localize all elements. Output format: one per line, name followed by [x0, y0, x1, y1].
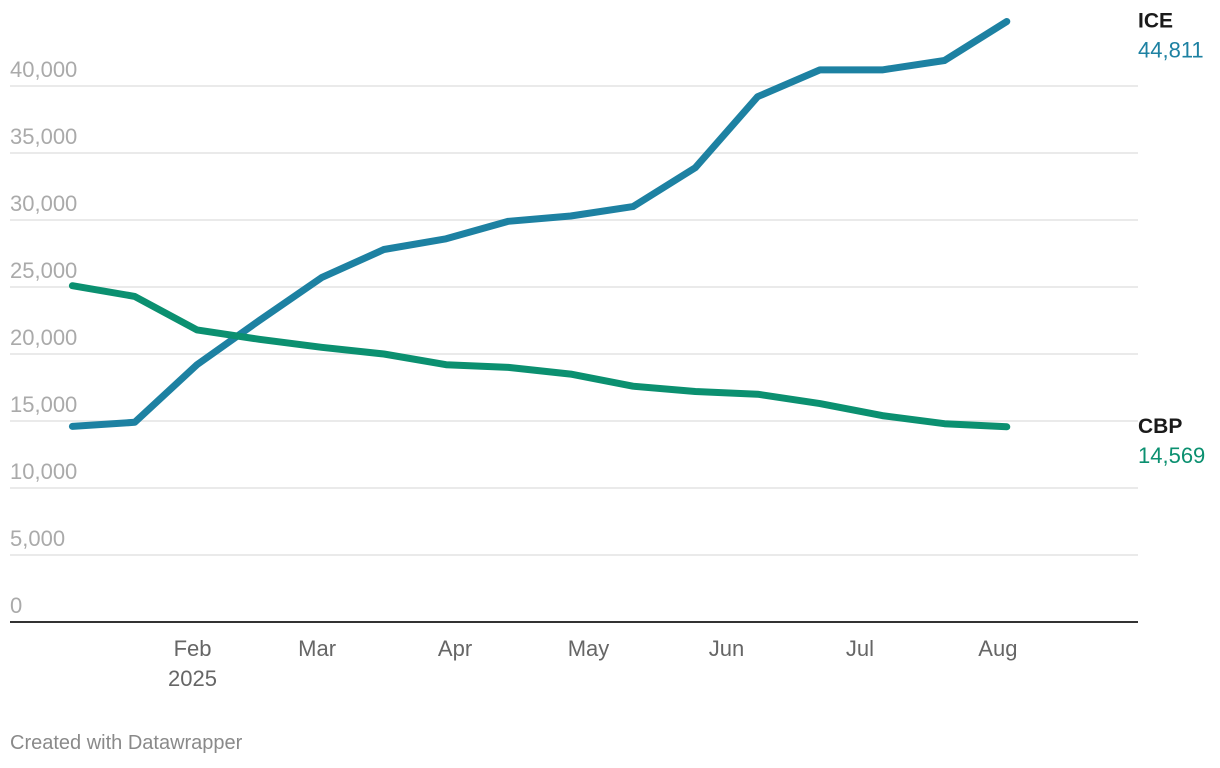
y-axis-ticks: 0 5,000 10,000 15,000 20,000 25,000 30,000 35,0…	[10, 57, 77, 618]
series-end-value-ice: 44,811	[1138, 38, 1204, 63]
x-tick-label: Mar	[298, 636, 336, 661]
series-lines	[68, 18, 1011, 431]
y-tick-label: 5,000	[10, 526, 65, 551]
x-tick-label: Apr	[438, 636, 472, 661]
y-tick-label: 25,000	[10, 258, 77, 283]
line-chart: 0 5,000 10,000 15,000 20,000 25,000 30,000 35,0…	[10, 10, 1205, 691]
series-line-ice	[68, 18, 1011, 430]
series-end-labels: ICE 44,811 CBP 14,569	[1138, 10, 1205, 468]
gridlines	[10, 85, 1138, 556]
y-tick-label: 35,000	[10, 124, 77, 149]
series-label-cbp: CBP	[1138, 415, 1182, 438]
x-tick-label: May	[568, 636, 610, 661]
x-tick-label: Jun	[709, 636, 744, 661]
y-tick-label: 30,000	[10, 191, 77, 216]
x-tick-sublabel: 2025	[168, 666, 217, 691]
series-end-value-cbp: 14,569	[1138, 443, 1205, 468]
y-tick-label: 40,000	[10, 57, 77, 82]
credit-text: Created with Datawrapper	[10, 732, 243, 754]
x-tick-label: Jul	[846, 636, 874, 661]
series-line-cbp	[68, 282, 1011, 431]
y-tick-label: 20,000	[10, 325, 77, 350]
x-axis-ticks: Feb 2025 Mar Apr May Jun Jul Aug	[168, 636, 1017, 691]
y-tick-label: 0	[10, 593, 22, 618]
x-tick-label: Aug	[978, 636, 1017, 661]
series-label-ice: ICE	[1138, 10, 1173, 33]
x-tick-label: Feb	[174, 636, 212, 661]
y-tick-label: 10,000	[10, 459, 77, 484]
y-tick-label: 15,000	[10, 392, 77, 417]
